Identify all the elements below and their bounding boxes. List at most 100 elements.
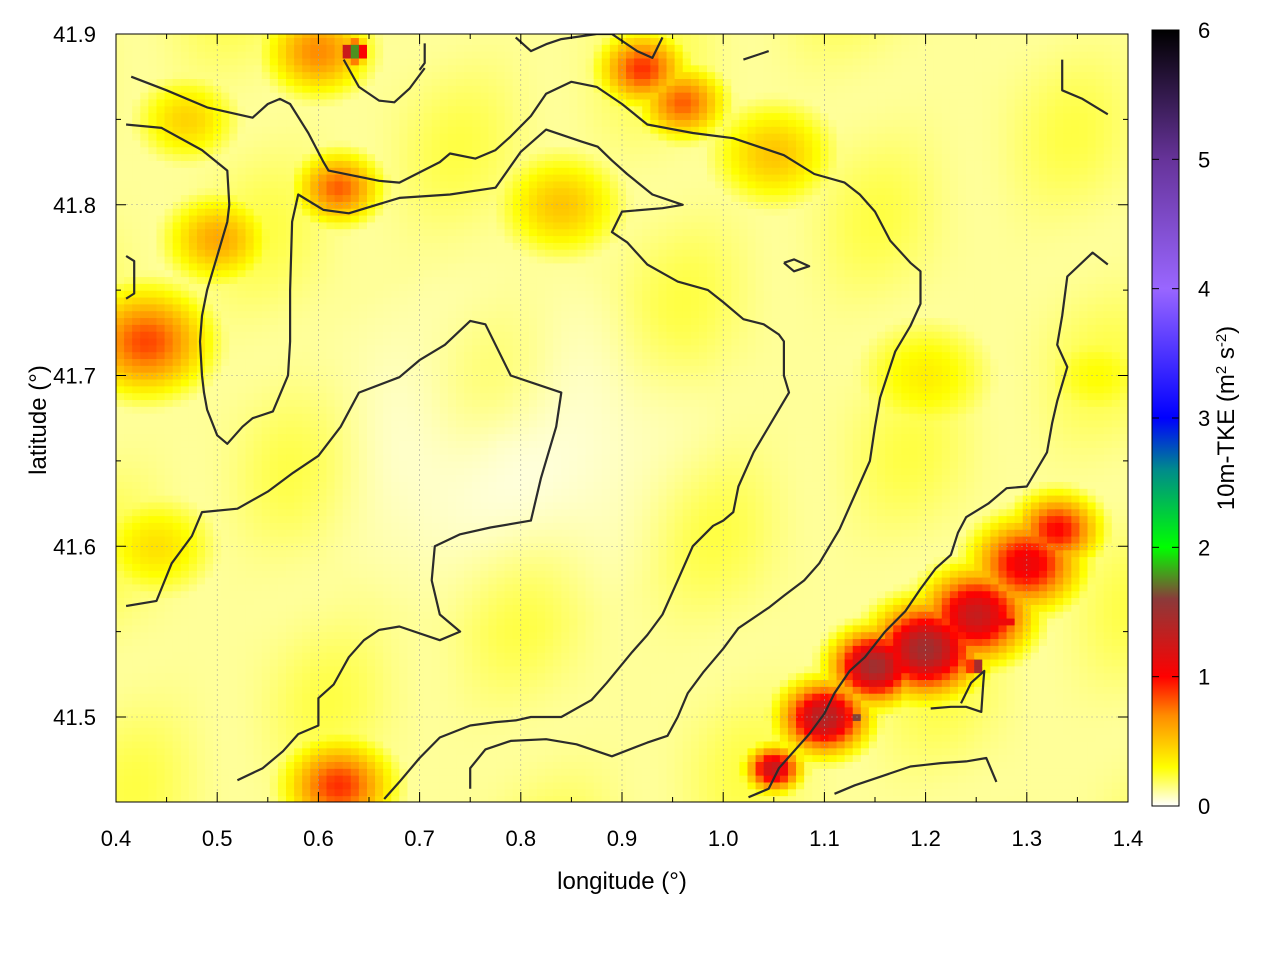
heat-cell [277,331,287,339]
heat-cell [439,693,449,701]
heat-cell [261,617,271,626]
heat-cell [350,426,360,435]
heat-cell [132,508,141,517]
heat-cell [253,713,263,722]
heat-cell [439,501,449,510]
heat-cell [269,242,279,250]
heat-cell [456,611,465,619]
heat-cell [407,781,417,790]
heat-cell [358,44,368,52]
heat-cell [342,372,352,380]
heat-cell [375,727,384,735]
heat-cell [148,658,158,667]
heat-cell [237,372,247,380]
heat-cell [116,290,125,298]
heat-cell [415,699,425,708]
heat-cell [383,296,392,305]
heat-cell [342,337,352,346]
heat-cell [253,604,263,612]
heat-cell [358,105,368,114]
heat-cell [326,153,336,161]
heat-cell [431,221,441,230]
heat-cell [245,706,255,715]
heat-cell [447,645,457,653]
heat-cell [269,44,279,52]
heat-cell [342,51,352,59]
heat-cell [286,713,295,722]
heat-cell [464,740,473,749]
heat-cell [399,37,409,45]
heat-cell [407,549,417,558]
heat-cell [342,501,352,510]
heat-cell [302,85,311,93]
heat-cell [294,713,303,722]
heat-cell [391,290,400,298]
heat-cell [180,474,190,482]
heat-cell [140,399,149,407]
heat-cell [423,488,433,496]
heat-cell [318,747,328,756]
heat-cell [294,775,303,783]
heat-cell [164,64,174,73]
heat-cell [164,570,174,578]
heat-cell [196,768,206,776]
heat-cell [205,201,214,209]
heat-cell [172,221,182,230]
heat-cell [350,378,360,387]
heat-cell [447,112,457,120]
heat-cell [237,727,247,735]
heat-cell [269,508,279,517]
heat-cell [447,467,457,476]
heat-cell [124,447,133,455]
heat-cell [245,727,255,735]
heat-cell [229,372,239,380]
heat-cell [423,590,433,599]
heat-cell [245,290,255,298]
heat-cell [383,269,392,278]
heat-cell [124,679,133,687]
heat-cell [116,788,125,797]
heat-cell [229,536,239,544]
heat-cell [277,617,287,626]
heat-cell [213,754,222,762]
heat-cell [294,208,303,216]
heat-cell [342,440,352,448]
heat-cell [334,481,344,489]
heat-cell [116,160,125,168]
heat-cell [399,242,409,250]
heat-cell [415,419,425,428]
heat-cell [221,167,230,175]
heat-cell [464,413,473,421]
heat-cell [180,460,190,469]
heat-cell [269,57,279,66]
heat-cell [456,310,465,319]
heat-cell [391,133,400,141]
heat-cell [439,57,449,66]
heat-cell [334,740,344,749]
heat-cell [172,734,182,742]
heat-cell [205,788,214,797]
heat-cell [213,290,222,298]
heat-cell [253,754,263,762]
heat-cell [148,488,158,496]
heat-cell [221,351,230,360]
heat-cell [350,583,360,592]
heat-cell [350,679,360,687]
heat-cell [456,795,465,802]
heat-cell [375,508,384,517]
heat-cell [447,754,457,762]
heat-cell [383,788,392,797]
heat-cell [156,255,166,264]
heat-cell [229,71,239,79]
heat-cell [302,617,311,626]
heat-cell [132,501,141,510]
heat-cell [310,208,319,216]
heat-cell [180,495,190,503]
heat-cell [399,495,409,503]
heat-cell [439,631,449,640]
heat-cell [366,583,376,592]
heat-cell [391,590,400,599]
heat-cell [188,119,198,127]
heat-cell [269,631,279,640]
heat-cell [431,167,441,175]
